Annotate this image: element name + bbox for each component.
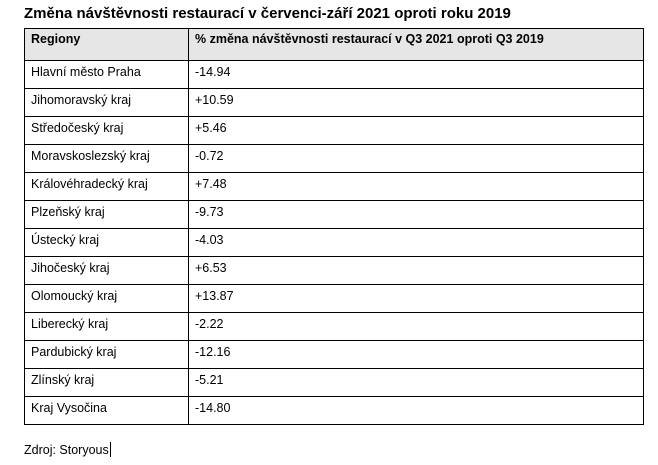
region-name-cell: Liberecký kraj [24, 312, 189, 341]
column-header-change: % změna návštěvnosti restaurací v Q3 202… [188, 28, 644, 61]
region-name-cell: Královéhradecký kraj [24, 172, 189, 201]
change-value-cell: -2.22 [188, 312, 644, 341]
table-header-row: Regiony % změna návštěvnosti restaurací … [24, 28, 644, 61]
change-value-cell: -0.72 [188, 144, 644, 173]
table-row: Moravskoslezský kraj -0.72 [24, 144, 644, 173]
region-name-cell: Pardubický kraj [24, 340, 189, 369]
change-value-cell: +10.59 [188, 88, 644, 117]
region-name-cell: Zlínský kraj [24, 368, 189, 397]
change-value-cell: -12.16 [188, 340, 644, 369]
region-name-cell: Středočeský kraj [24, 116, 189, 145]
change-value-cell: +13.87 [188, 284, 644, 313]
source-note: Zdroj: Storyous [24, 442, 111, 457]
change-value-cell: -5.21 [188, 368, 644, 397]
table-row: Hlavní město Praha -14.94 [24, 60, 644, 89]
change-value-cell: -4.03 [188, 228, 644, 257]
table-row: Středočeský kraj +5.46 [24, 116, 644, 145]
table-row: Jihomoravský kraj +10.59 [24, 88, 644, 117]
change-value-cell: -14.94 [188, 60, 644, 89]
region-change-table: Regiony % změna návštěvnosti restaurací … [24, 28, 644, 425]
table-row: Ústecký kraj -4.03 [24, 228, 644, 257]
document-title: Změna návštěvnosti restaurací v červenci… [24, 5, 511, 22]
table-row: Královéhradecký kraj +7.48 [24, 172, 644, 201]
column-header-regions: Regiony [24, 28, 189, 61]
region-name-cell: Jihomoravský kraj [24, 88, 189, 117]
source-text: Zdroj: Storyous [24, 443, 109, 457]
table-row: Olomoucký kraj +13.87 [24, 284, 644, 313]
table-row: Zlínský kraj -5.21 [24, 368, 644, 397]
table-row: Pardubický kraj -12.16 [24, 340, 644, 369]
region-name-cell: Kraj Vysočina [24, 396, 189, 425]
region-name-cell: Hlavní město Praha [24, 60, 189, 89]
table-row: Kraj Vysočina -14.80 [24, 396, 644, 425]
change-value-cell: -9.73 [188, 200, 644, 229]
table-row: Liberecký kraj -2.22 [24, 312, 644, 341]
table-row: Jihočeský kraj +6.53 [24, 256, 644, 285]
region-name-cell: Plzeňský kraj [24, 200, 189, 229]
table-row: Plzeňský kraj -9.73 [24, 200, 644, 229]
change-value-cell: +6.53 [188, 256, 644, 285]
change-value-cell: +7.48 [188, 172, 644, 201]
text-cursor [109, 442, 111, 457]
region-name-cell: Olomoucký kraj [24, 284, 189, 313]
region-name-cell: Ústecký kraj [24, 228, 189, 257]
region-name-cell: Jihočeský kraj [24, 256, 189, 285]
region-name-cell: Moravskoslezský kraj [24, 144, 189, 173]
change-value-cell: +5.46 [188, 116, 644, 145]
change-value-cell: -14.80 [188, 396, 644, 425]
